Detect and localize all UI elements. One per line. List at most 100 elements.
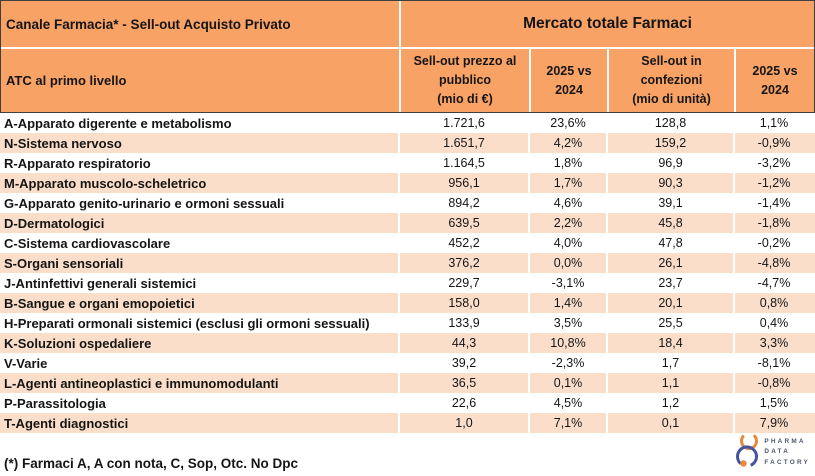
units-vs-percent: -1,2% — [757, 176, 791, 190]
sellout-units: 26,1 — [608, 253, 735, 273]
sellout-units: 128,8 — [608, 113, 735, 133]
sellout-value: 894,2 — [400, 193, 530, 213]
sellout-value: 639,5 — [400, 213, 530, 233]
value-vs-percent: 1,7% — [530, 173, 608, 193]
value-vs-percent: 4,0% — [530, 233, 608, 253]
sellout-units: 45,8 — [608, 213, 735, 233]
sellout-value: 1.651,7 — [400, 133, 530, 153]
column-header-sellout-units: Sell-out in confezioni (mio di unità) — [609, 49, 736, 112]
value-vs-percent: 23,6% — [530, 113, 608, 133]
atc-label: H-Preparati ormonali sistemici (esclusi … — [0, 313, 400, 333]
value-vs-percent: 0,0% — [530, 253, 608, 273]
sellout-value: 36,5 — [400, 373, 530, 393]
table-row: C-Sistema cardiovascolare 452,2 4,0% 47,… — [0, 233, 815, 253]
table-row: G-Apparato genito-urinario e ormoni sess… — [0, 193, 815, 213]
header-row-columns: ATC al primo livello Sell-out prezzo al … — [1, 49, 814, 112]
table-row: V-Varie 39,2 -2,3% 1,7 -8,1% — [0, 353, 815, 373]
sellout-value: 158,0 — [400, 293, 530, 313]
value-vs-percent: 2,2% — [530, 213, 608, 233]
units-vs-percent: 7,9% — [759, 416, 789, 430]
logo-line-pharma: PHARMA — [764, 438, 806, 446]
atc-label: T-Agenti diagnostici — [0, 413, 400, 433]
sellout-value: 956,1 — [400, 173, 530, 193]
atc-label: L-Agenti antineoplastici e immunomodulan… — [0, 373, 400, 393]
sellout-units: 25,5 — [608, 313, 735, 333]
units-vs-percent: 1,1% — [759, 116, 789, 130]
table-row: L-Agenti antineoplastici e immunomodulan… — [0, 373, 815, 393]
column-header-units-vs: 2025 vs 2024 — [752, 63, 798, 97]
atc-label: C-Sistema cardiovascolare — [0, 233, 400, 253]
atc-label: S-Organi sensoriali — [0, 253, 400, 273]
units-vs-percent: -4,7% — [757, 276, 791, 290]
sellout-units: 47,8 — [608, 233, 735, 253]
channel-title: Canale Farmacia* - Sell-out Acquisto Pri… — [1, 1, 401, 47]
table-row: N-Sistema nervoso 1.651,7 4,2% 159,2 -0,… — [0, 133, 815, 153]
table-row: K-Soluzioni ospedaliere 44,3 10,8% 18,4 … — [0, 333, 815, 353]
units-vs-percent: -1,8% — [757, 216, 791, 230]
value-vs-percent: 0,1% — [530, 373, 608, 393]
table-row: R-Apparato respiratorio 1.164,5 1,8% 96,… — [0, 153, 815, 173]
units-vs-percent: 3,3% — [759, 336, 789, 350]
table-row: A-Apparato digerente e metabolismo 1.721… — [0, 113, 815, 133]
atc-label: R-Apparato respiratorio — [0, 153, 400, 173]
table-header: Canale Farmacia* - Sell-out Acquisto Pri… — [0, 0, 815, 113]
sellout-units: 18,4 — [608, 333, 735, 353]
value-vs-percent: -2,3% — [530, 353, 608, 373]
sellout-value: 1.164,5 — [400, 153, 530, 173]
sellout-units: 23,7 — [608, 273, 735, 293]
units-vs-percent: -4,8% — [757, 256, 791, 270]
value-vs-percent: 10,8% — [530, 333, 608, 353]
value-vs-percent: 1,4% — [530, 293, 608, 313]
value-vs-percent: 4,2% — [530, 133, 608, 153]
value-vs-percent: 4,5% — [530, 393, 608, 413]
table-body: A-Apparato digerente e metabolismo 1.721… — [0, 113, 815, 433]
table-row: D-Dermatologici 639,5 2,2% 45,8 -1,8% — [0, 213, 815, 233]
units-vs-percent: -3,2% — [757, 156, 791, 170]
atc-label: D-Dermatologici — [0, 213, 400, 233]
sellout-value: 1.721,6 — [400, 113, 530, 133]
logo-line-factory: FACTORY — [764, 458, 810, 466]
value-vs-percent: 1,8% — [530, 153, 608, 173]
units-vs-percent: 0,4% — [759, 316, 789, 330]
table-row: S-Organi sensoriali 376,2 0,0% 26,1 -4,8… — [0, 253, 815, 273]
value-vs-percent: 7,1% — [530, 413, 608, 433]
table-row: H-Preparati ormonali sistemici (esclusi … — [0, 313, 815, 333]
sellout-units: 1,1 — [608, 373, 735, 393]
footnote: (*) Farmaci A, A con nota, C, Sop, Otc. … — [4, 456, 299, 471]
atc-label: N-Sistema nervoso — [0, 133, 400, 153]
units-vs-percent: -1,4% — [757, 196, 791, 210]
value-vs-percent: 3,5% — [530, 313, 608, 333]
pharma-data-factory-logo: PHARMA DATA FACTORY — [735, 431, 810, 474]
sellout-value: 229,7 — [400, 273, 530, 293]
sellout-units: 20,1 — [608, 293, 735, 313]
sellout-value: 22,6 — [400, 393, 530, 413]
atc-label: P-Parassitologia — [0, 393, 400, 413]
atc-label: A-Apparato digerente e metabolismo — [0, 113, 400, 133]
table-row: M-Apparato muscolo-scheletrico 956,1 1,7… — [0, 173, 815, 193]
sellout-value: 133,9 — [400, 313, 530, 333]
atc-label: M-Apparato muscolo-scheletrico — [0, 173, 400, 193]
table-row: B-Sangue e organi emopoietici 158,0 1,4%… — [0, 293, 815, 313]
atc-label: G-Apparato genito-urinario e ormoni sess… — [0, 193, 400, 213]
units-vs-percent: -0,9% — [757, 136, 791, 150]
atc-label: K-Soluzioni ospedaliere — [0, 333, 400, 353]
table-row: J-Antinfettivi generali sistemici 229,7 … — [0, 273, 815, 293]
logo-wordmark: PHARMA DATA FACTORY — [764, 437, 810, 468]
units-vs-percent: -0,2% — [757, 236, 791, 250]
sellout-value: 39,2 — [400, 353, 530, 373]
units-vs-percent: -8,1% — [757, 356, 791, 370]
units-vs-percent: -0,8% — [757, 376, 791, 390]
sellout-units: 1,7 — [608, 353, 735, 373]
table-row: P-Parassitologia 22,6 4,5% 1,2 1,5% — [0, 393, 815, 413]
units-vs-percent: 1,5% — [759, 396, 789, 410]
sellout-units: 0,1 — [608, 413, 735, 433]
column-header-value-vs: 2025 vs 2024 — [531, 49, 609, 112]
sellout-units: 39,1 — [608, 193, 735, 213]
header-row-top: Canale Farmacia* - Sell-out Acquisto Pri… — [1, 1, 814, 49]
atc-label: J-Antinfettivi generali sistemici — [0, 273, 400, 293]
market-title: Mercato totale Farmaci — [523, 15, 692, 32]
pill-logo-icon — [735, 431, 761, 474]
atc-label: V-Varie — [0, 353, 400, 373]
